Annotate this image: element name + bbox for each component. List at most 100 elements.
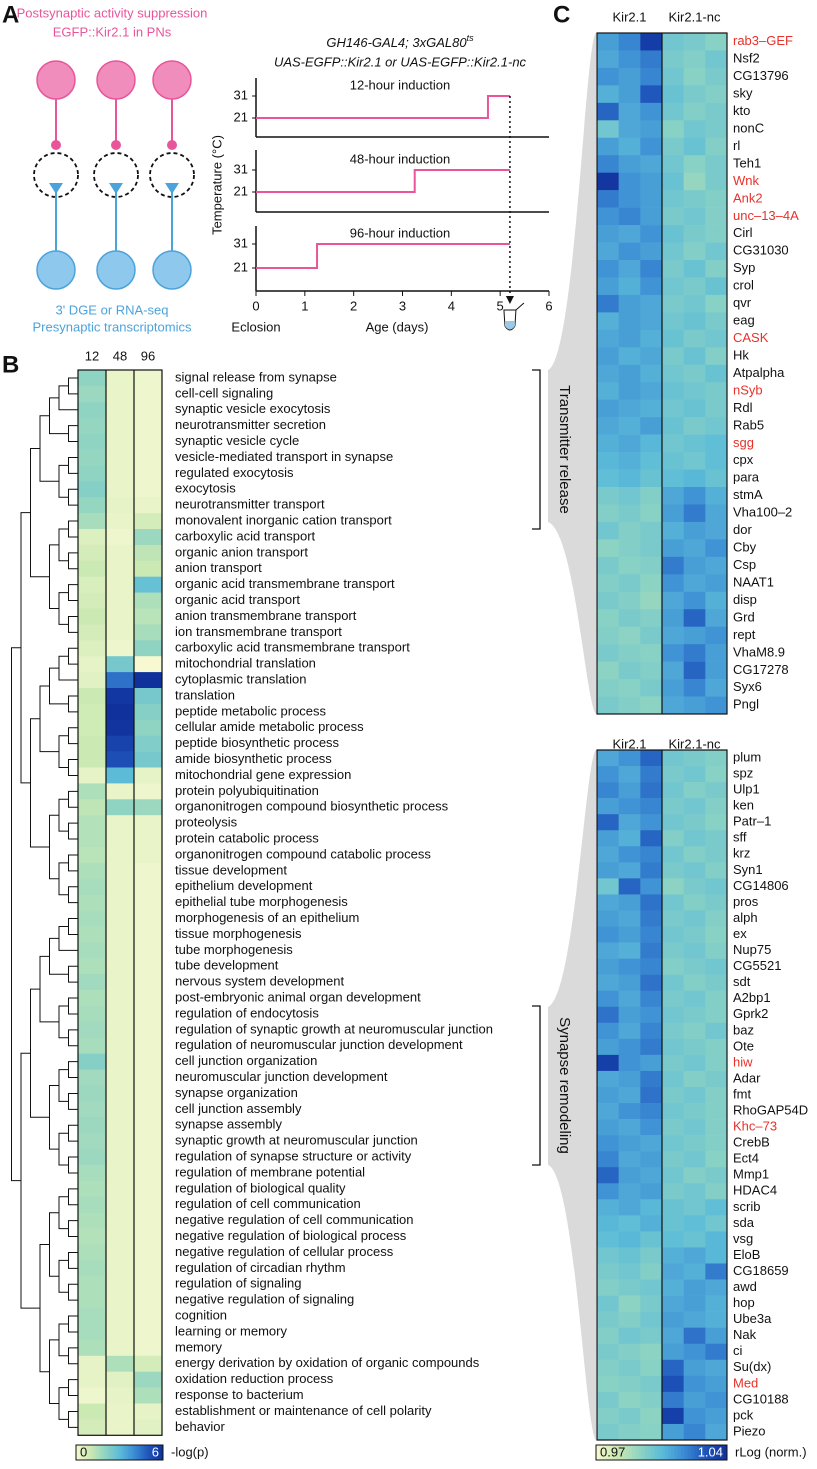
heatmap-cell	[78, 735, 107, 752]
colorbar-segment	[91, 1445, 94, 1460]
heatmap-cell	[640, 1423, 663, 1441]
colorbar-segment	[707, 1445, 712, 1460]
go-term: learning or memory	[175, 1323, 287, 1338]
heatmap-cell	[618, 102, 641, 121]
heatmap-cell	[618, 661, 641, 680]
dendrogram	[68, 425, 78, 443]
heatmap-cell	[134, 958, 163, 975]
go-term: anion transmembrane transport	[175, 608, 357, 623]
go-term: proteolysis	[175, 815, 238, 830]
heatmap-cell	[662, 1327, 684, 1345]
heatmap-cell	[640, 830, 663, 847]
gene-label: Gprk2	[733, 1006, 768, 1021]
heatmap-cell	[618, 1199, 641, 1216]
gene-label: kto	[733, 103, 750, 118]
heatmap-cell	[618, 626, 641, 645]
heatmap-cell	[597, 644, 619, 662]
dendrogram	[58, 798, 69, 832]
heatmap-cell	[640, 1054, 663, 1072]
heatmap-cell	[662, 894, 684, 911]
heatmap-cell	[618, 926, 641, 943]
heatmap-cell	[640, 434, 663, 453]
heatmap-cell	[134, 1117, 163, 1134]
gene-label: rl	[733, 138, 740, 153]
heatmap-cell	[683, 434, 706, 453]
heatmap-cell	[618, 878, 641, 895]
colorbar-segment	[99, 1445, 103, 1460]
heatmap-cell	[78, 688, 107, 705]
go-term: peptide metabolic process	[175, 703, 327, 718]
panel-letter: C	[553, 1, 570, 28]
heatmap-cell	[683, 1086, 706, 1104]
gene-label: Patr–1	[733, 814, 771, 829]
heatmap-cell	[705, 926, 728, 943]
heatmap-cell	[662, 1247, 684, 1264]
heatmap-cell	[640, 1215, 663, 1232]
heatmap-cell	[662, 155, 684, 173]
bracket	[532, 1005, 541, 1166]
plot-title-text: GH146-GAL4; 3xGAL80	[326, 35, 467, 50]
heatmap-cell	[106, 1244, 135, 1261]
heatmap-cell	[662, 242, 684, 261]
heatmap-cell	[683, 539, 706, 558]
heatmap-cell	[705, 878, 728, 895]
heatmap-cell	[78, 529, 107, 546]
colorbar-segment	[160, 1445, 164, 1460]
heatmap-cell	[106, 370, 135, 387]
heatmap-cell	[597, 696, 619, 715]
y-tick-label: 31	[234, 235, 248, 250]
heatmap-cell	[683, 1215, 706, 1232]
heatmap-cell	[134, 513, 163, 530]
go-term: monovalent inorganic cation transport	[175, 512, 392, 527]
colorbar-segment	[126, 1445, 129, 1460]
heatmap-cell	[78, 1339, 107, 1357]
heatmap-cell	[662, 190, 684, 208]
heatmap-cell	[134, 1292, 163, 1309]
pn-soma	[96, 60, 136, 100]
group-header: Kir2.1	[613, 736, 647, 751]
gene-label: crol	[733, 278, 754, 293]
heatmap-cell	[134, 592, 163, 609]
heatmap-cell	[705, 1199, 728, 1216]
heatmap-cell	[683, 782, 706, 799]
heatmap-cell	[597, 846, 619, 863]
heatmap-cell	[597, 120, 619, 139]
colorbar-segment	[694, 1445, 698, 1460]
heatmap-cell	[134, 990, 163, 1007]
heatmap-cell	[597, 312, 619, 331]
heatmap-cell	[78, 974, 107, 991]
heatmap-cell	[134, 1212, 163, 1229]
go-term: neurotransmitter secretion	[175, 417, 326, 432]
dendrogram	[49, 814, 59, 880]
heatmap-cell	[134, 1244, 163, 1261]
dendrogram	[58, 735, 69, 768]
heatmap-cell	[134, 1053, 163, 1070]
heatmap-cell	[640, 33, 663, 51]
heatmap-cell	[705, 766, 728, 783]
heatmap-cell	[597, 1375, 619, 1393]
heatmap-cell	[705, 1119, 728, 1136]
go-term: regulation of cell communication	[175, 1196, 361, 1211]
heatmap-cell	[618, 50, 641, 69]
heatmap-cell	[662, 1215, 684, 1232]
heatmap-cell	[618, 894, 641, 911]
heatmap-cell	[78, 1117, 107, 1134]
heatmap-cell	[597, 990, 619, 1008]
gene-label: ci	[733, 1343, 743, 1358]
heatmap-cell	[683, 1295, 706, 1312]
go-term: organic anion transport	[175, 544, 308, 559]
heatmap-cell	[683, 696, 706, 715]
heatmap-cell	[106, 1196, 135, 1213]
heatmap-cell	[597, 434, 619, 453]
heatmap-cell	[662, 766, 684, 783]
heatmap-cell	[618, 399, 641, 418]
heatmap-cell	[134, 719, 163, 736]
dendrogram	[68, 647, 78, 665]
heatmap-cell	[683, 766, 706, 783]
bracket	[532, 369, 541, 530]
dendrogram	[58, 1323, 69, 1357]
heatmap-cell	[134, 1308, 163, 1325]
heatmap-cell	[78, 544, 107, 562]
heatmap-cell	[78, 942, 107, 959]
